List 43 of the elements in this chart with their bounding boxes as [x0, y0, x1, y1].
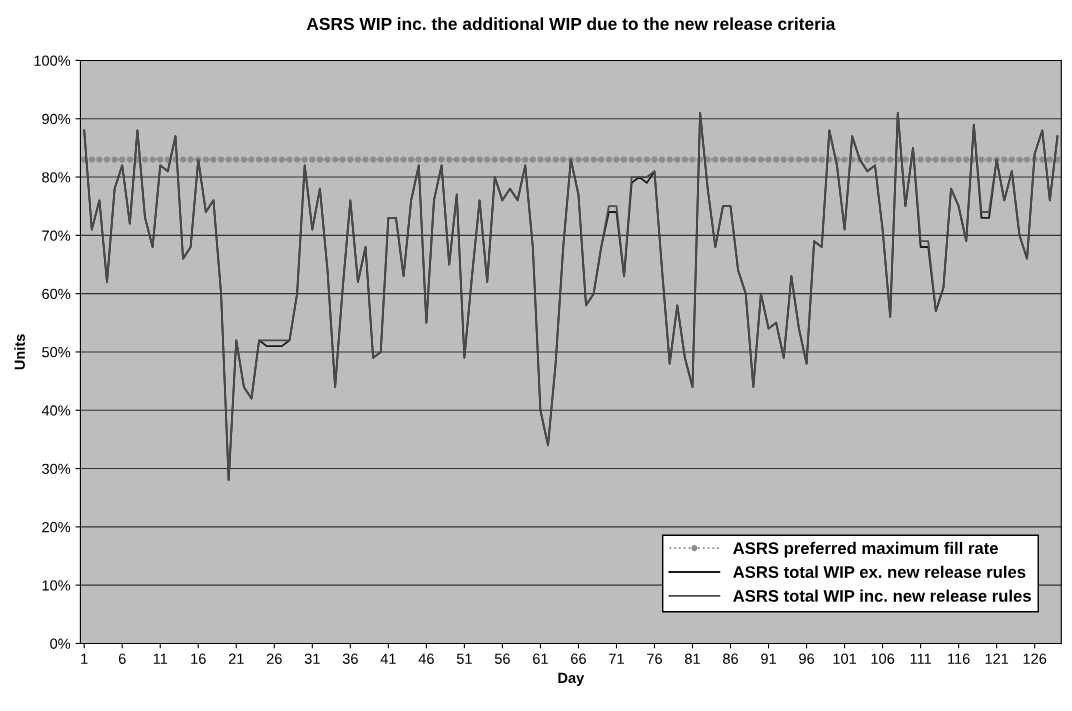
x-tick-label: 46	[418, 653, 434, 664]
legend-label: ASRS total WIP inc. new release rules	[733, 589, 1031, 602]
x-tick-label: 41	[380, 653, 396, 664]
x-tick-label: 31	[304, 653, 320, 664]
y-tick-label: 100%	[34, 55, 71, 66]
y-tick-label: 50%	[42, 347, 71, 358]
x-tick-label: 101	[833, 653, 857, 664]
x-tick-label: 76	[647, 653, 662, 664]
y-tick-label: 10%	[42, 580, 71, 591]
x-tick-label: 81	[685, 653, 700, 664]
x-tick-label: 51	[456, 653, 472, 664]
x-tick-label: 106	[871, 653, 895, 664]
x-tick-label: 56	[494, 653, 510, 664]
y-tick-label: 30%	[42, 463, 71, 474]
y-tick-label: 90%	[42, 113, 71, 125]
x-tick-label: 11	[153, 653, 168, 664]
x-tick-label: 61	[533, 653, 548, 664]
y-tick-label: 0%	[50, 638, 71, 649]
x-tick-label: 26	[266, 653, 282, 664]
x-tick-label: 86	[723, 653, 738, 664]
x-tick-label: 111	[910, 653, 931, 664]
legend-label: ASRS preferred maximum fill rate	[733, 541, 998, 558]
x-tick-label: 66	[571, 653, 586, 664]
x-tick-label: 6	[118, 653, 126, 664]
x-axis-title: Day	[558, 672, 585, 686]
y-tick-label: 20%	[42, 521, 71, 533]
x-tick-label: 91	[761, 653, 776, 664]
x-tick-label: 1	[81, 653, 88, 664]
x-tick-label: 121	[985, 653, 1009, 664]
y-tick-label: 40%	[41, 405, 71, 416]
y-tick-label: 70%	[42, 230, 71, 241]
x-tick-label: 36	[342, 653, 358, 664]
x-tick-label: 16	[191, 653, 206, 664]
x-tick-label: 126	[1023, 653, 1047, 664]
y-axis-title: Units	[14, 334, 25, 370]
x-tick-label: 96	[799, 653, 815, 664]
x-tick-label: 116	[948, 653, 970, 664]
y-tick-label: 80%	[42, 172, 71, 183]
chart-title: ASRS WIP inc. the additional WIP due to the new release criteria	[306, 17, 836, 31]
legend-label: ASRS total WIP ex. new release rules	[733, 565, 1026, 578]
x-tick-label: 71	[609, 653, 624, 664]
x-tick-label: 21	[228, 653, 244, 664]
y-tick-label: 60%	[42, 288, 71, 300]
